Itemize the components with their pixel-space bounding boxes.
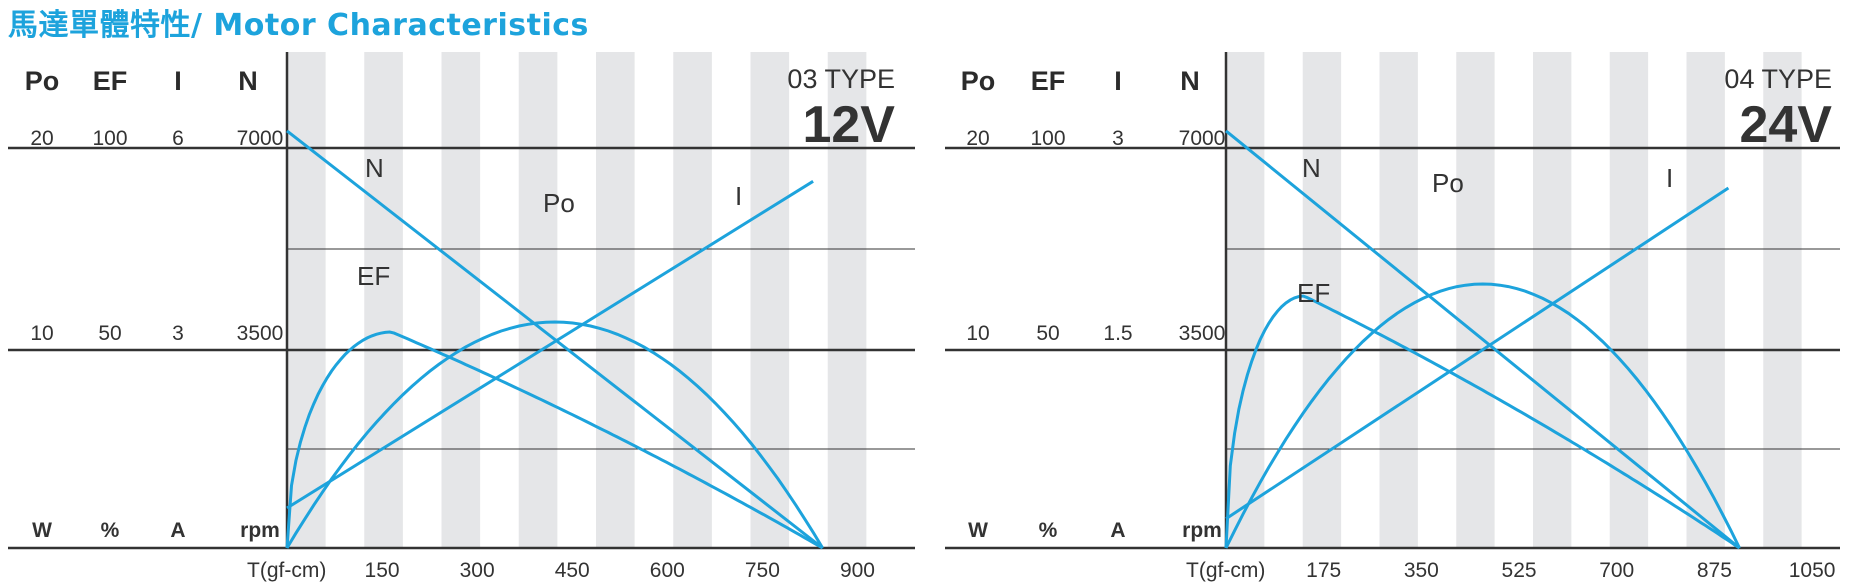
grid-stripe bbox=[518, 52, 558, 548]
x-tick-label: 875 bbox=[1697, 559, 1732, 582]
scale-top-label: 3 bbox=[1112, 127, 1124, 150]
x-tick-label: 300 bbox=[460, 559, 495, 582]
scale-mid-label: 10 bbox=[966, 322, 989, 345]
grid-stripe bbox=[1763, 52, 1802, 548]
unit-label: W bbox=[32, 519, 52, 542]
x-tick-label: 1050 bbox=[1789, 559, 1836, 582]
x-tick-label: 525 bbox=[1502, 559, 1537, 582]
series-ef-line bbox=[1224, 294, 1741, 550]
unit-label: A bbox=[1110, 519, 1125, 542]
grid-stripe bbox=[827, 52, 867, 548]
x-tick-label: 700 bbox=[1599, 559, 1634, 582]
grid-stripe bbox=[1686, 52, 1725, 548]
grid-stripe bbox=[364, 52, 403, 548]
series-i-line bbox=[1225, 186, 1730, 520]
scale-mid-label: 1.5 bbox=[1103, 322, 1132, 345]
series-po-label: Po bbox=[1432, 168, 1464, 198]
axis-header-n: N bbox=[238, 66, 258, 96]
axis-header-n: N bbox=[1180, 66, 1200, 96]
unit-label: % bbox=[1039, 519, 1058, 542]
grid-stripe bbox=[441, 52, 481, 548]
unit-label: rpm bbox=[240, 519, 280, 542]
unit-label: % bbox=[101, 519, 120, 542]
scale-top-label: 20 bbox=[30, 127, 53, 150]
motor-type-label: 03 TYPE bbox=[787, 64, 895, 94]
series-ef-label: EF bbox=[357, 261, 390, 291]
x-tick-label: 900 bbox=[840, 559, 875, 582]
series-n-line bbox=[286, 129, 824, 550]
axis-header-i: I bbox=[174, 66, 182, 96]
scale-mid-label: 3 bbox=[172, 322, 184, 345]
scale-top-label: 100 bbox=[92, 127, 127, 150]
scale-top-label: 7000 bbox=[1179, 127, 1226, 150]
grid-stripe bbox=[1456, 52, 1495, 548]
axis-header-po: Po bbox=[25, 66, 60, 96]
x-tick-label: 350 bbox=[1404, 559, 1439, 582]
unit-label: A bbox=[170, 519, 185, 542]
x-tick-label: 150 bbox=[365, 559, 400, 582]
grid-stripe bbox=[673, 52, 712, 548]
grid-stripe bbox=[1226, 52, 1265, 548]
x-tick-label: 175 bbox=[1306, 559, 1341, 582]
x-axis-label: T(gf-cm) bbox=[247, 559, 326, 582]
grid-stripe bbox=[596, 52, 635, 548]
series-i-label: I bbox=[735, 181, 742, 211]
scale-top-label: 6 bbox=[172, 127, 184, 150]
scale-mid-label: 3500 bbox=[1179, 322, 1226, 345]
unit-label: W bbox=[968, 519, 988, 542]
grid-stripe bbox=[1609, 52, 1649, 548]
unit-label: rpm bbox=[1182, 519, 1222, 542]
x-tick-label: 450 bbox=[555, 559, 590, 582]
series-n-label: N bbox=[1302, 153, 1321, 183]
grid-stripe bbox=[1533, 52, 1572, 548]
series-i-line bbox=[286, 180, 814, 510]
voltage-label: 12V bbox=[802, 96, 895, 154]
series-po-line bbox=[285, 320, 824, 549]
x-axis-label: T(gf-cm) bbox=[1186, 559, 1265, 582]
motor-type-label: 04 TYPE bbox=[1724, 64, 1832, 94]
axis-header-ef: EF bbox=[1031, 66, 1066, 96]
series-i-label: I bbox=[1666, 163, 1673, 193]
axis-header-i: I bbox=[1114, 66, 1122, 96]
scale-top-label: 7000 bbox=[237, 127, 284, 150]
voltage-label: 24V bbox=[1739, 96, 1832, 154]
x-tick-label: 750 bbox=[745, 559, 780, 582]
series-ef-line bbox=[285, 330, 824, 550]
scale-top-label: 20 bbox=[966, 127, 989, 150]
axis-header-ef: EF bbox=[93, 66, 128, 96]
series-po-line bbox=[1224, 282, 1741, 549]
grid-stripe bbox=[1379, 52, 1418, 548]
grid-stripe bbox=[750, 52, 790, 548]
axis-header-po: Po bbox=[961, 66, 996, 96]
scale-mid-label: 50 bbox=[98, 322, 121, 345]
x-tick-label: 600 bbox=[650, 559, 685, 582]
series-n-label: N bbox=[365, 153, 384, 183]
page-title: 馬達單體特性/ Motor Characteristics bbox=[8, 8, 589, 43]
series-n-line bbox=[1225, 129, 1741, 550]
scale-mid-label: 10 bbox=[30, 322, 53, 345]
scale-mid-label: 50 bbox=[1036, 322, 1059, 345]
series-ef-label: EF bbox=[1297, 278, 1330, 308]
scale-top-label: 100 bbox=[1030, 127, 1065, 150]
scale-mid-label: 3500 bbox=[237, 322, 284, 345]
series-po-label: Po bbox=[543, 188, 575, 218]
